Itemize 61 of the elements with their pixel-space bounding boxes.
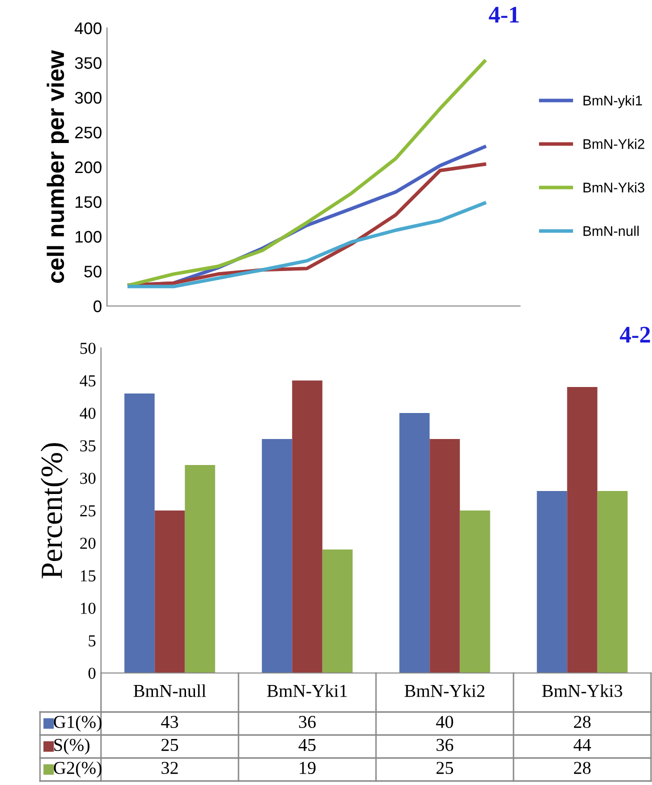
y-tick-label: 0 <box>88 668 96 679</box>
y-tick-label: 30 <box>80 472 96 484</box>
data-label: 28 <box>574 762 591 774</box>
data-label: 32 <box>162 762 178 774</box>
bar <box>597 491 628 673</box>
data-label: 45 <box>298 738 316 752</box>
data-label: 40 <box>436 716 454 728</box>
legend-label: BmN-yki1 <box>584 95 642 108</box>
legend-label: BmN-Yki2 <box>584 138 644 149</box>
y-tick-label: 10 <box>80 602 96 614</box>
bar <box>536 491 568 673</box>
y-tick-label: 300 <box>74 92 102 104</box>
data-label: 44 <box>574 738 591 751</box>
legend-label: BmN-null <box>584 226 639 236</box>
y-tick-label: 200 <box>75 161 102 174</box>
chart-title: 4-2 <box>620 326 650 342</box>
bar <box>399 413 430 673</box>
bar <box>262 439 292 673</box>
legend-label: G2(%) <box>54 761 102 778</box>
y-axis-title: Percent(%) <box>40 443 68 578</box>
chart-title: 4-1 <box>488 6 519 22</box>
bar <box>124 394 155 673</box>
y-tick-label: 15 <box>80 570 96 582</box>
data-label: 19 <box>300 762 316 774</box>
data-label: 36 <box>436 738 454 752</box>
y-tick-label: 35 <box>80 440 96 452</box>
y-tick-label: 25 <box>80 505 96 516</box>
y-axis-title: cell number per view <box>46 50 69 283</box>
y-tick-label: 250 <box>75 126 102 138</box>
bar <box>430 439 460 673</box>
data-label: 25 <box>436 762 454 774</box>
y-tick-label: 100 <box>76 230 102 243</box>
bar <box>154 510 185 673</box>
line-series <box>127 201 486 288</box>
x-tick-label: BmN-Yki2 <box>404 684 484 697</box>
y-tick-label: 45 <box>80 375 96 386</box>
bar <box>460 510 490 673</box>
y-tick-label: 50 <box>84 266 102 278</box>
y-tick-label: 350 <box>74 57 102 69</box>
y-tick-label: 400 <box>74 22 102 34</box>
data-label: 25 <box>162 738 178 752</box>
y-tick-label: 40 <box>80 408 96 419</box>
y-tick-label: 0 <box>94 300 102 312</box>
x-tick-label: BmN-null <box>134 684 206 698</box>
y-tick-label: 20 <box>80 538 96 549</box>
legend-label: S(%) <box>54 738 90 755</box>
legend-label: BmN-Yki3 <box>584 182 644 192</box>
bar <box>184 465 216 673</box>
x-tick-label: BmN-Yki3 <box>542 684 622 698</box>
x-tick-label: BmN-Yki1 <box>267 684 347 697</box>
bar <box>567 387 598 673</box>
bar <box>322 550 353 673</box>
data-label: 43 <box>161 716 178 728</box>
y-tick-label: 50 <box>80 342 96 354</box>
data-label: 36 <box>299 716 316 728</box>
data-label: 28 <box>574 716 591 728</box>
legend-label: G1(%) <box>54 715 102 732</box>
y-tick-label: 150 <box>76 196 102 208</box>
bar <box>292 380 322 673</box>
y-tick-label: 5 <box>88 635 96 646</box>
line-series <box>127 60 486 287</box>
